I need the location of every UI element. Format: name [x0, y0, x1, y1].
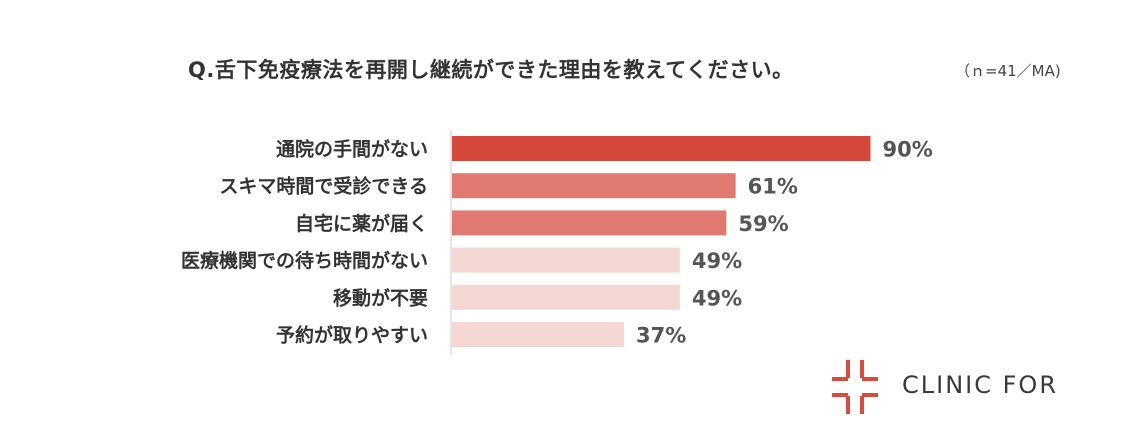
cross-logo-icon — [832, 360, 878, 414]
category-label: 通院の手間がない — [276, 138, 428, 161]
sample-size-note: （ｎ=41／MA) — [955, 62, 1061, 80]
bar — [452, 210, 727, 236]
value-label: 61% — [748, 175, 798, 199]
value-label: 49% — [692, 286, 742, 310]
value-label: 37% — [636, 324, 686, 348]
value-label: 49% — [692, 249, 742, 273]
bar — [452, 247, 680, 273]
chart-title: Q.舌下免疫療法を再開し継続ができた理由を教えてください。 — [188, 58, 794, 82]
category-label: スキマ時間で受診できる — [219, 175, 428, 198]
value-label: 59% — [738, 212, 788, 236]
bar — [452, 136, 871, 161]
bar — [452, 173, 736, 199]
category-label: 予約が取りやすい — [276, 324, 428, 347]
category-label: 移動が不要 — [333, 286, 428, 309]
category-label: 医療機関での待ち時間がない — [181, 249, 428, 272]
category-label: 自宅に薬が届く — [295, 212, 428, 235]
clinic-for-logo — [832, 358, 1092, 418]
value-label: 90% — [883, 138, 933, 162]
brand-name: CLINIC FOR — [902, 371, 1058, 399]
bar — [452, 322, 625, 347]
bar — [452, 284, 680, 310]
